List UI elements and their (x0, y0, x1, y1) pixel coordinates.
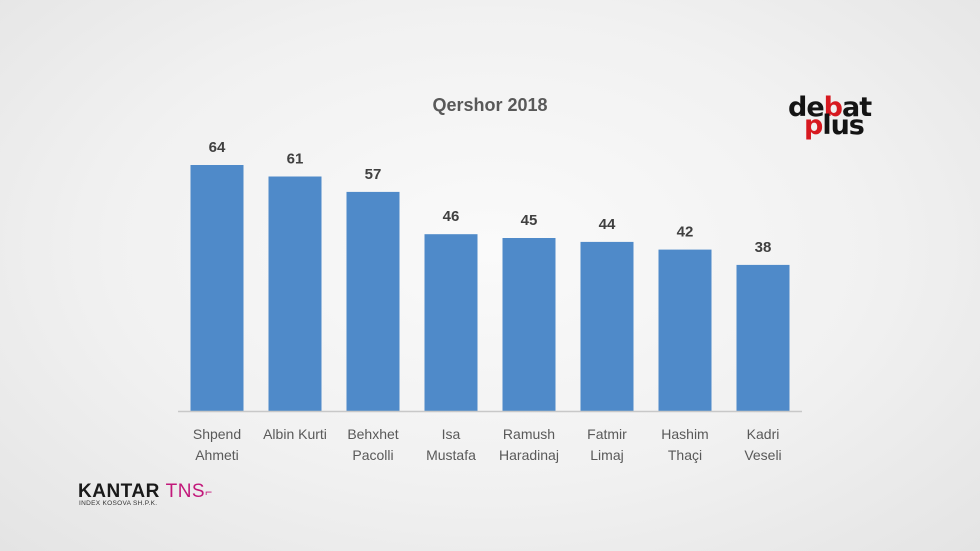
tick-label-line: Mustafa (426, 447, 476, 463)
tick-label-line: Behxhet (347, 426, 398, 442)
tick-label-line: Veseli (744, 447, 781, 463)
tick-label-line: Haradinaj (499, 447, 559, 463)
bar-5 (580, 241, 634, 411)
tick-label-line: Albin Kurti (263, 426, 327, 442)
tick-label-line: Hashim (661, 426, 708, 442)
x-tick-labels-group: Shpend Ahmeti Albin Kurti Behxhet Pacolli Isa… (193, 426, 782, 463)
tick-label-line: Fatmir (587, 426, 627, 442)
bar-0 (190, 165, 244, 411)
bar-6 (658, 249, 712, 411)
kantar-subtitle: INDEX KOSOVA SH.P.K. (79, 500, 158, 507)
tick-label-line: Isa (442, 426, 461, 442)
value-label-3: 46 (443, 208, 460, 225)
tick-label-line: Limaj (590, 447, 623, 463)
tick-label-3: Isa Mustafa (426, 426, 476, 463)
value-label-7: 38 (755, 239, 772, 256)
logo-debat-part-2: b (823, 92, 843, 123)
logo-debat-part-1: de (788, 92, 825, 123)
bar-3 (424, 234, 478, 411)
bar-1 (268, 176, 322, 411)
bar-2 (346, 191, 400, 411)
bar-7 (736, 264, 790, 411)
value-labels-group: 64 61 57 46 45 44 42 38 (209, 139, 772, 256)
tick-label-line: Ramush (503, 426, 555, 442)
tick-label-0: Shpend Ahmeti (193, 426, 241, 463)
value-label-5: 44 (599, 216, 616, 233)
tick-label-line: Kadri (747, 426, 780, 442)
value-label-4: 45 (521, 212, 538, 229)
kantar-tns: TNS (165, 481, 206, 502)
logo-plus-part-2: lus (822, 110, 865, 141)
tick-label-7: Kadri Veseli (744, 426, 781, 463)
tick-label-line: Ahmeti (195, 447, 239, 463)
logo-debat-part-3: at (841, 92, 872, 123)
chart-title: Qershor 2018 (432, 95, 547, 115)
bars-group (190, 165, 790, 411)
value-label-2: 57 (365, 166, 382, 183)
tick-label-line: Shpend (193, 426, 241, 442)
tick-label-line: Pacolli (352, 447, 393, 463)
tick-label-6: Hashim Thaçi (661, 426, 708, 463)
value-label-1: 61 (287, 151, 304, 168)
kantar-tns-logo: KANTAR TNS⌐ INDEX KOSOVA SH.P.K. (78, 481, 238, 511)
kantar-name: KANTAR (78, 481, 160, 502)
logo-debat-word: debat (788, 92, 872, 123)
value-label-6: 42 (677, 224, 694, 241)
bar-4 (502, 238, 556, 411)
kantar-mark-icon: ⌐ (205, 484, 213, 499)
logo-plus-word: plus (804, 110, 865, 141)
debat-plus-logo: debat plus (786, 94, 906, 146)
tick-label-5: Fatmir Limaj (587, 426, 627, 463)
tick-label-1: Albin Kurti (263, 426, 327, 442)
tick-label-2: Behxhet Pacolli (347, 426, 398, 463)
logo-plus-part-1: p (804, 110, 823, 141)
tick-label-line: Thaçi (668, 447, 702, 463)
value-label-0: 64 (209, 139, 226, 156)
tick-label-4: Ramush Haradinaj (499, 426, 559, 463)
kantar-wordmark: KANTAR TNS⌐ (78, 481, 213, 503)
